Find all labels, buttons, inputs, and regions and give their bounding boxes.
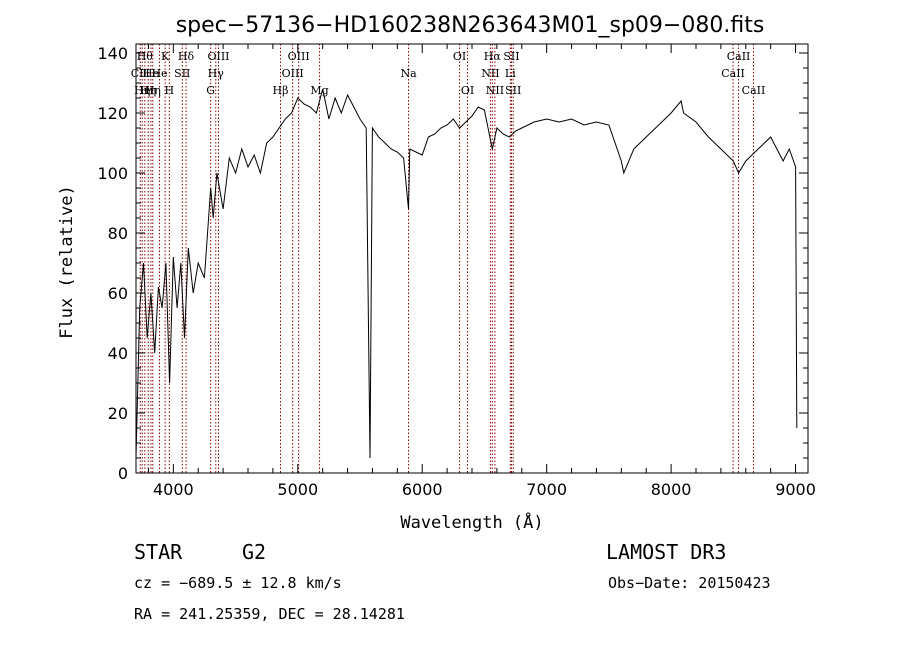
line-label-5: Hη	[145, 84, 161, 97]
line-label-19: OI	[453, 50, 466, 63]
y-axis-label: Flux (relative)	[57, 185, 77, 339]
line-label-13: OIII	[207, 50, 229, 63]
line-label-7: K	[161, 50, 170, 63]
coordinates: RA = 241.25359, DEC = 28.14281	[134, 605, 405, 623]
x-tick-label-3: 7000	[526, 480, 567, 499]
observation-date: Obs−Date: 20150423	[608, 574, 771, 592]
line-label-0: CⅢ	[131, 67, 150, 80]
x-axis-label: Wavelength (Å)	[400, 511, 543, 533]
line-label-10: Hδ	[178, 50, 195, 63]
y-tick-label-6: 120	[97, 104, 128, 123]
line-label-27: CaII	[721, 67, 745, 80]
line-label-16: OIII	[288, 50, 310, 63]
line-label-12: Hγ	[208, 67, 225, 80]
line-label-4: He	[143, 67, 159, 80]
line-label-6: He	[151, 67, 167, 80]
line-label-17: Mg	[310, 84, 328, 97]
redshift-value: cz = −689.5 ± 12.8 km/s	[134, 574, 342, 592]
line-label-28: CaII	[727, 50, 751, 63]
line-label-2: Hθ	[137, 50, 154, 63]
x-tick-label-5: 9000	[775, 480, 816, 499]
line-label-1: Hη	[134, 84, 150, 97]
line-label-20: OI	[461, 84, 474, 97]
object-class: STAR	[134, 540, 183, 564]
line-label-23: NII	[486, 84, 504, 97]
spectral-line-markers	[139, 44, 754, 473]
line-label-3: Hη	[140, 84, 156, 97]
line-label-9: SII	[174, 67, 190, 80]
line-label-26: SII	[505, 84, 521, 97]
y-tick-label-3: 60	[108, 284, 128, 303]
y-tick-label-2: 40	[108, 344, 128, 363]
line-label-25: SII	[503, 50, 519, 63]
line-label-8: H	[165, 84, 175, 97]
y-tick-label-1: 20	[108, 404, 128, 423]
y-tick-label-7: 140	[97, 44, 128, 63]
x-tick-label-1: 5000	[277, 480, 318, 499]
object-subclass: G2	[242, 540, 266, 564]
x-tick-label-4: 8000	[651, 480, 692, 499]
chart-title: spec−57136−HD160238N263643M01_sp09−080.f…	[176, 13, 765, 38]
axis-ticks: 4000 5000 6000 7000 8000 9000 0 20 40 60 80 100 120 1…	[97, 44, 816, 499]
line-label-18: Na	[400, 67, 417, 80]
y-tick-label-0: 0	[118, 464, 128, 483]
line-label-11: G	[206, 84, 215, 97]
line-label-24: Li	[505, 67, 516, 80]
spectral-line-labels: CⅢHηHθHηHeHηHeKHSIIHδGHγOIIIHβOIIIOIIIMg…	[131, 50, 766, 97]
line-label-29: CaII	[742, 84, 766, 97]
survey-name: LAMOST DR3	[606, 540, 726, 564]
x-tick-label-2: 6000	[402, 480, 443, 499]
spectrum-line	[135, 88, 798, 459]
line-label-22: Hα	[484, 50, 502, 63]
y-tick-label-5: 100	[97, 164, 128, 183]
y-tick-label-4: 80	[108, 224, 128, 243]
line-label-21: NII	[481, 67, 499, 80]
line-label-15: OIII	[282, 67, 304, 80]
plot-frame	[135, 43, 809, 474]
x-tick-label-0: 4000	[153, 480, 194, 499]
line-label-14: Hβ	[273, 84, 289, 97]
